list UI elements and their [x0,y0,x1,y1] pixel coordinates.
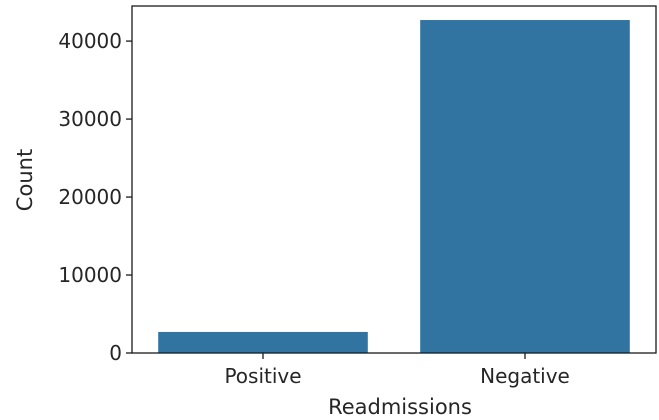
y-axis-label: Count [13,149,37,211]
x-axis-label: Readmissions [328,395,472,419]
plot-frame [131,5,657,354]
y-tick-label: 0 [109,341,122,365]
bar-negative [420,20,630,354]
x-tick-label: Positive [224,364,301,388]
y-tick-label: 10000 [58,263,122,287]
bars-group [158,20,630,354]
x-tick-label: Negative [480,364,570,388]
bar-positive [158,331,368,353]
x-axis-ticks: Positive Negative [224,353,570,388]
y-tick-label: 30000 [58,107,122,131]
y-tick-label: 40000 [58,29,122,53]
y-axis-ticks: 0 10000 20000 30000 40000 [58,29,132,365]
y-tick-label: 20000 [58,185,122,209]
